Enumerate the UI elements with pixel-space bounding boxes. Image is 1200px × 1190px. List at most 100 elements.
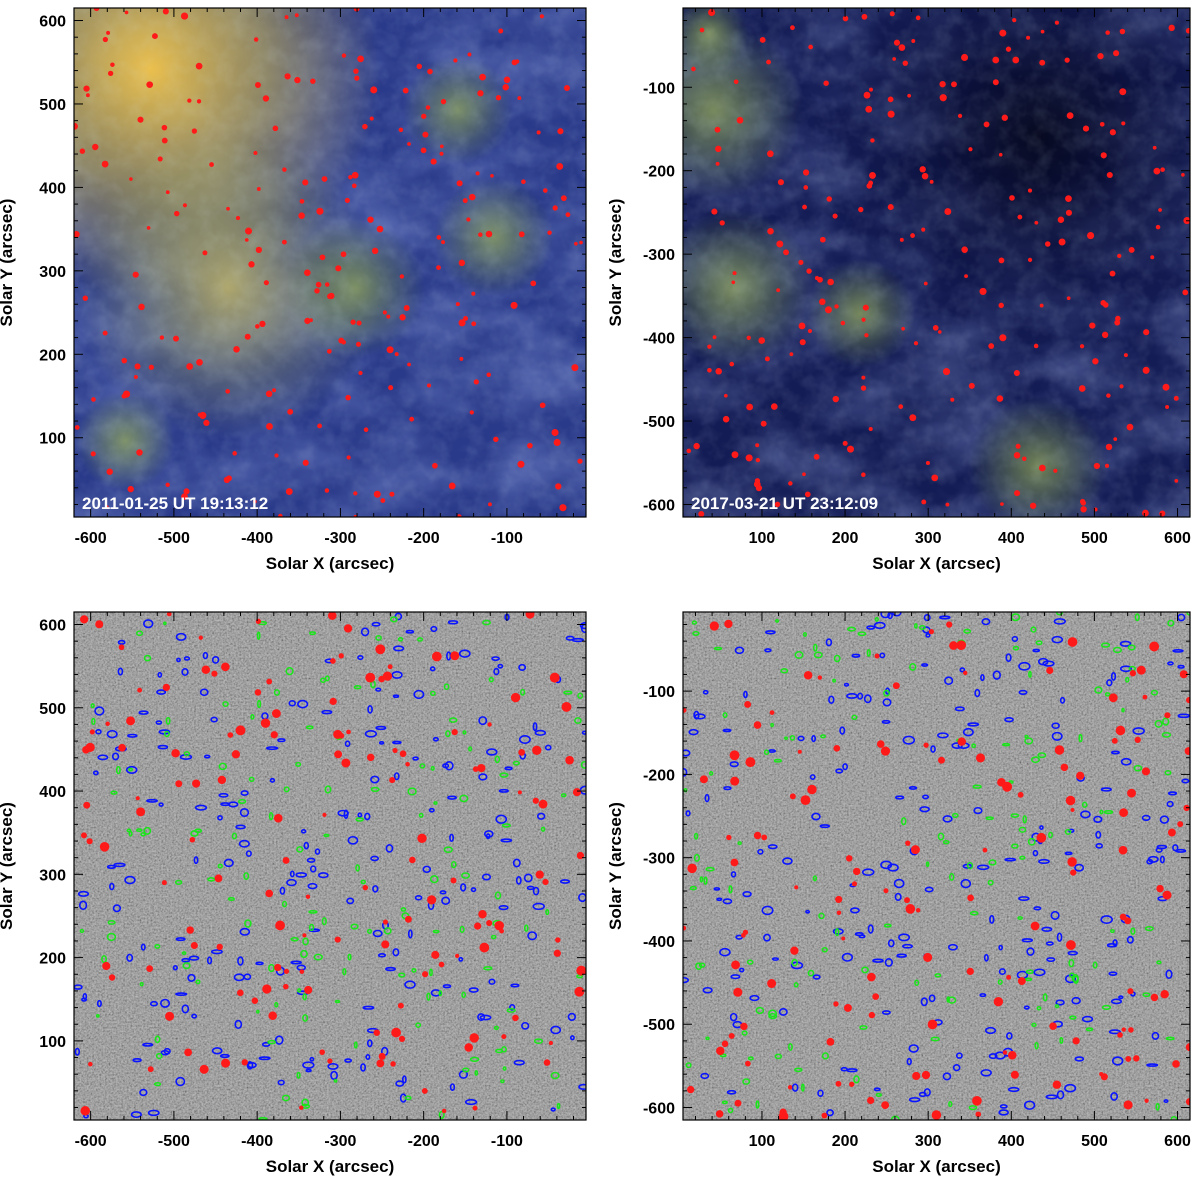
green-contour xyxy=(859,1025,868,1030)
green-contour xyxy=(295,761,302,767)
blue-contour xyxy=(458,649,471,658)
green-contour xyxy=(285,666,294,676)
red-patch xyxy=(469,1033,479,1043)
blue-contour xyxy=(188,955,200,961)
blue-contour xyxy=(989,914,995,924)
red-patch xyxy=(876,740,885,748)
blue-contour xyxy=(1007,1086,1020,1093)
red-patch xyxy=(431,651,442,662)
red-marker xyxy=(547,230,552,235)
blue-contour xyxy=(157,744,169,750)
red-patch xyxy=(872,993,880,1000)
blue-contour xyxy=(544,744,552,751)
blue-contour xyxy=(470,887,477,893)
blue-contour xyxy=(1177,713,1190,719)
blue-contour xyxy=(1011,635,1019,643)
blue-contour xyxy=(887,863,899,872)
red-marker xyxy=(819,298,826,306)
red-marker xyxy=(151,33,158,40)
red-marker xyxy=(403,305,410,311)
y-tick-label: -400 xyxy=(643,934,675,951)
red-marker xyxy=(515,59,520,64)
red-marker xyxy=(181,493,188,500)
red-marker xyxy=(299,198,305,204)
blue-contour xyxy=(139,1088,148,1097)
green-contour xyxy=(900,817,907,826)
red-patch xyxy=(305,894,311,899)
red-marker xyxy=(394,352,399,357)
blue-contour xyxy=(857,692,864,700)
red-patch xyxy=(555,937,561,943)
green-contour xyxy=(227,897,235,901)
red-patch xyxy=(235,725,246,736)
red-marker xyxy=(1087,232,1095,240)
blue-contour xyxy=(532,886,540,896)
green-contour xyxy=(914,623,918,629)
red-marker xyxy=(551,428,559,437)
red-marker xyxy=(1185,27,1190,34)
red-patch xyxy=(201,665,211,675)
green-contour xyxy=(297,988,302,993)
red-patch xyxy=(1007,1050,1017,1060)
blue-contour xyxy=(308,928,321,933)
red-marker xyxy=(861,375,866,380)
green-contour xyxy=(703,876,708,885)
blue-contour xyxy=(942,815,953,823)
red-patch xyxy=(686,1085,695,1094)
red-marker xyxy=(1053,468,1058,473)
blue-contour xyxy=(882,698,892,707)
blue-contour xyxy=(1068,828,1075,834)
red-marker xyxy=(319,254,326,261)
red-marker xyxy=(1142,366,1150,374)
red-marker xyxy=(932,324,939,331)
red-marker xyxy=(326,348,332,354)
red-marker xyxy=(186,363,194,370)
red-patch xyxy=(726,834,732,841)
red-marker xyxy=(102,330,108,336)
green-contour xyxy=(417,637,424,642)
x-tick-label: -400 xyxy=(241,530,273,547)
green-contour xyxy=(768,1013,778,1020)
green-contour xyxy=(468,746,473,752)
red-marker xyxy=(399,274,405,279)
red-patch xyxy=(572,788,581,797)
blue-contour xyxy=(156,689,167,695)
blue-contour xyxy=(984,1026,997,1035)
blue-contour xyxy=(175,937,186,942)
blue-contour xyxy=(858,934,866,939)
red-marker xyxy=(471,291,476,296)
red-patch xyxy=(275,920,285,931)
red-marker xyxy=(248,261,255,268)
red-patch xyxy=(137,687,143,693)
red-patch xyxy=(477,763,486,773)
red-marker xyxy=(919,166,926,173)
red-patch xyxy=(333,729,343,739)
red-marker xyxy=(302,179,309,186)
blue-contour xyxy=(223,858,234,868)
red-patch xyxy=(734,1099,742,1107)
blue-contour xyxy=(1064,851,1073,856)
blue-contour xyxy=(895,795,905,800)
red-marker xyxy=(1105,30,1110,35)
x-tick-label: -300 xyxy=(324,1133,356,1150)
y-tick-label: -300 xyxy=(643,247,675,264)
red-patch xyxy=(82,746,90,754)
green-contour xyxy=(545,908,550,916)
blue-contour xyxy=(1141,814,1151,821)
green-contour xyxy=(875,1092,883,1098)
y-tick-label: -600 xyxy=(643,497,675,514)
red-marker xyxy=(172,335,179,342)
red-marker xyxy=(1082,125,1090,132)
blue-contour xyxy=(97,754,109,761)
blue-contour xyxy=(1038,858,1050,865)
green-contour xyxy=(807,969,815,977)
blue-contour xyxy=(867,924,874,934)
green-contour xyxy=(949,872,955,881)
blue-contour xyxy=(902,943,913,949)
red-patch xyxy=(327,612,337,620)
red-marker xyxy=(83,85,90,92)
red-marker xyxy=(1143,329,1150,336)
red-marker xyxy=(869,171,876,179)
red-marker xyxy=(357,55,364,63)
green-contour xyxy=(705,866,715,872)
